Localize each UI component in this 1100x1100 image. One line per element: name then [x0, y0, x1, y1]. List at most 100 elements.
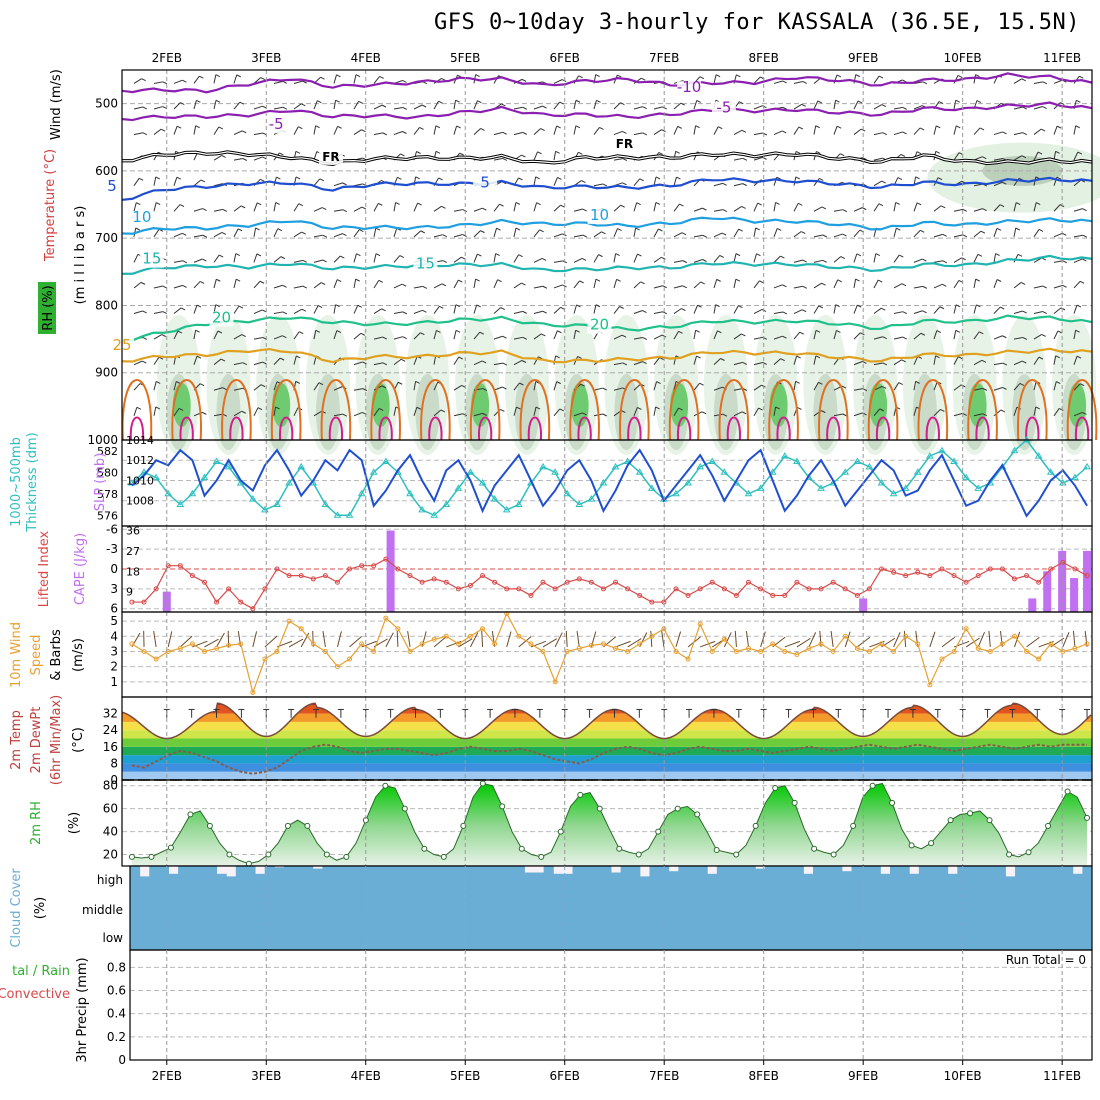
wind-barb — [233, 74, 238, 84]
wind-barb-flag — [556, 381, 561, 385]
thickness-marker — [938, 446, 946, 454]
wind-barb — [253, 156, 263, 161]
wind-barb — [493, 253, 497, 263]
wind10-barb — [615, 640, 631, 648]
wind-barb-flag — [362, 361, 367, 365]
wind-barb-flag — [1019, 383, 1025, 386]
wind-barb — [793, 126, 800, 135]
wind-barb-flag — [642, 132, 648, 136]
thickness-marker — [551, 468, 559, 475]
wind10-marker — [431, 636, 437, 642]
wind-barb — [753, 156, 763, 161]
pressure-tick-label: 800 — [95, 298, 118, 312]
cloud-high-bar — [591, 866, 602, 892]
wind-barb-flag — [1055, 355, 1060, 359]
wind-barb — [333, 126, 339, 135]
wind-barb — [913, 406, 917, 416]
wind-barb — [953, 152, 960, 161]
wind-barb-flag — [180, 307, 186, 311]
wind10-marker — [879, 641, 885, 647]
wind-barb-flag — [821, 410, 826, 414]
wind-barb-flag — [262, 361, 267, 365]
li-marker — [226, 586, 232, 592]
wind-barb — [233, 253, 237, 263]
thickness-marker — [563, 489, 572, 497]
wind-barb — [133, 106, 143, 110]
wind-barb — [773, 228, 778, 238]
wind-barb — [1033, 81, 1043, 84]
wind-barb — [593, 100, 597, 110]
wind-barb — [153, 202, 157, 212]
wind-barb — [793, 355, 798, 365]
wind-barb-flag — [940, 408, 945, 412]
wind-barb-flag — [577, 355, 582, 359]
wind-barb — [693, 382, 700, 391]
wind-barb — [293, 308, 303, 314]
lowlevel-loops — [121, 379, 1098, 441]
wind-barb — [473, 304, 478, 314]
temp-band — [122, 730, 1092, 739]
wind-barb — [213, 413, 223, 417]
wind10-marker — [770, 641, 776, 647]
wind-barb — [613, 279, 618, 289]
wind-barb — [593, 387, 603, 391]
wind-barb — [953, 330, 957, 340]
wind-barb — [673, 176, 677, 186]
chart-title: GFS 0~10day 3-hourly for KASSALA (36.5E,… — [433, 10, 1080, 35]
cloud-high-bar — [572, 866, 583, 892]
wind-barb-flag — [495, 253, 500, 256]
rh-shade-high — [769, 383, 788, 427]
cloud-high-bar — [986, 866, 997, 892]
wind-barb-flag — [140, 281, 146, 285]
wind-barb — [573, 304, 578, 314]
wind-barb-flag — [722, 182, 727, 186]
wind-barb — [273, 381, 278, 391]
rh-shade-high — [272, 383, 291, 427]
thickness-marker — [647, 484, 656, 491]
wind-barb-flag — [622, 130, 627, 134]
wind-barb — [833, 279, 839, 289]
hot-loop — [279, 416, 294, 441]
wind-barb-flag — [458, 279, 463, 283]
wind-barb — [333, 182, 343, 187]
wind-barb — [373, 203, 379, 212]
wind-barb-flag — [975, 278, 980, 282]
wind-barb-flag — [482, 207, 487, 211]
wind-barb-flag — [642, 310, 647, 313]
wind-barb-flag — [375, 227, 381, 231]
wind-barb — [353, 74, 357, 84]
cloud-high-bar — [1072, 873, 1083, 892]
wind-barb-flag — [842, 209, 848, 213]
wind-barb-flag — [540, 128, 545, 131]
pressure-tick-label: 500 — [95, 97, 118, 111]
wind-barb — [333, 330, 338, 340]
wind-barb-flag — [335, 304, 340, 308]
wind-barb — [213, 358, 222, 366]
wind10-barb — [590, 631, 597, 648]
wind-barb-flag — [1016, 202, 1021, 205]
temp-tick-label: 24 — [103, 723, 118, 737]
wind-barb — [1053, 330, 1059, 340]
wind-barb — [813, 330, 817, 340]
wind-barb — [633, 361, 643, 366]
date-label-bottom: 11FEB — [1043, 1069, 1081, 1083]
wind10-marker — [1060, 648, 1066, 654]
rh-shade-high — [869, 383, 888, 427]
cloud-high-bar — [909, 873, 920, 892]
wind-barb — [913, 332, 922, 340]
wind-barb — [673, 203, 680, 212]
wind-barb-flag — [215, 99, 221, 103]
wind-barb-flag — [662, 106, 667, 110]
wind-barb — [273, 256, 282, 263]
wind-barb-flag — [678, 330, 683, 334]
wind-barb-flag — [522, 131, 527, 135]
wind-barb-flag — [615, 253, 620, 256]
wind-barb-flag — [856, 253, 862, 257]
wind-barb-flag — [795, 150, 801, 154]
wind-barb-flag — [695, 125, 700, 129]
wind-barb-flag — [221, 154, 226, 158]
wind-barb — [1013, 282, 1022, 289]
temp-line — [121, 702, 1092, 740]
